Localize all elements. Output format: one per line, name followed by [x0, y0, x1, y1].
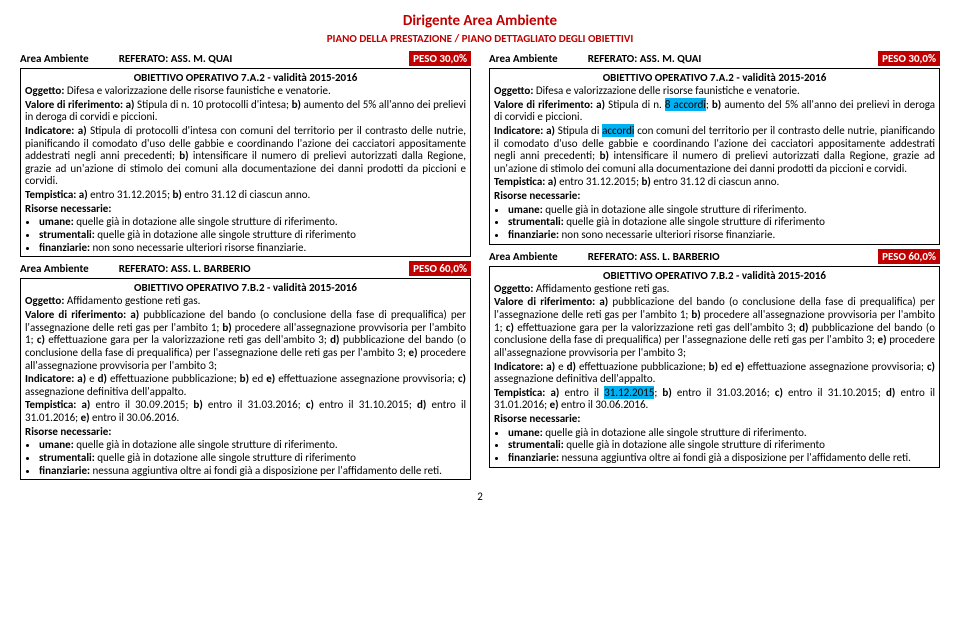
peso-badge: PESO 60,0% — [878, 249, 940, 264]
risorse-list: umane: quelle già in dotazione alle sing… — [494, 427, 935, 465]
indicatore: Indicatore: a) Stipula di accordi con co… — [494, 125, 935, 176]
obj-title: OBIETTIVO OPERATIVO 7.A.2 - validità 201… — [25, 71, 466, 84]
left-column: Area Ambiente REFERATO: ASS. M. QUAI PES… — [20, 51, 471, 484]
peso-badge: PESO 60,0% — [409, 261, 471, 276]
left-block2-header: Area Ambiente REFERATO: ASS. L. BARBERIO… — [20, 261, 471, 276]
area-label: Area Ambiente — [20, 52, 89, 65]
obj-title: OBIETTIVO OPERATIVO 7.A.2 - validità 201… — [494, 71, 935, 84]
indicatore: Indicatore: a) e d) effettuazione pubbli… — [25, 373, 466, 398]
risorse-list: umane: quelle già in dotazione alle sing… — [494, 204, 935, 242]
peso-badge: PESO 30,0% — [878, 51, 940, 66]
sub-title: PIANO DELLA PRESTAZIONE / PIANO DETTAGLI… — [20, 32, 940, 45]
highlight: 31.12.2015 — [604, 386, 654, 399]
indicatore: Indicatore: a) e d) effettuazione pubbli… — [494, 361, 935, 386]
tempistica: Tempistica: a) entro il 30.09.2015; b) e… — [25, 399, 466, 424]
risorse-finanziarie: finanziarie: non sono necessarie ulterio… — [508, 229, 935, 242]
right-block2-box: OBIETTIVO OPERATIVO 7.B.2 - validità 201… — [489, 266, 940, 468]
referato-label: REFERATO: ASS. L. BARBERIO — [119, 262, 409, 275]
referato-label: REFERATO: ASS. M. QUAI — [588, 52, 878, 65]
oggetto: Oggetto: Difesa e valorizzazione delle r… — [494, 85, 935, 98]
highlight: 8 accordi — [665, 98, 706, 111]
risorse-finanziarie: finanziarie: nessuna aggiuntiva oltre ai… — [39, 465, 466, 478]
peso-badge: PESO 30,0% — [409, 51, 471, 66]
obj-title: OBIETTIVO OPERATIVO 7.B.2 - validità 201… — [25, 281, 466, 294]
right-column: Area Ambiente REFERATO: ASS. M. QUAI PES… — [489, 51, 940, 484]
main-title: Dirigente Area Ambiente — [20, 12, 940, 30]
area-label: Area Ambiente — [20, 262, 89, 275]
page-number: 2 — [20, 490, 940, 503]
oggetto: Oggetto: Affidamento gestione reti gas. — [25, 295, 466, 308]
left-block2-box: OBIETTIVO OPERATIVO 7.B.2 - validità 201… — [20, 278, 471, 480]
valore: Valore di riferimento: a) Stipula di n. … — [494, 99, 935, 124]
risorse-label: Risorse necessarie: — [494, 413, 935, 426]
risorse-finanziarie: finanziarie: nessuna aggiuntiva oltre ai… — [508, 452, 935, 465]
highlight: accordi — [602, 124, 634, 137]
risorse-finanziarie: finanziarie: non sono necessarie ulterio… — [39, 242, 466, 255]
indicatore: Indicatore: a) Stipula di protocolli d'i… — [25, 125, 466, 188]
columns-wrapper: Area Ambiente REFERATO: ASS. M. QUAI PES… — [20, 51, 940, 484]
right-block1-box: OBIETTIVO OPERATIVO 7.A.2 - validità 201… — [489, 68, 940, 245]
risorse-label: Risorse necessarie: — [494, 190, 935, 203]
area-label: Area Ambiente — [489, 52, 558, 65]
referato-label: REFERATO: ASS. M. QUAI — [119, 52, 409, 65]
risorse-label: Risorse necessarie: — [25, 203, 466, 216]
tempistica: Tempistica: a) entro 31.12.2015; b) entr… — [494, 176, 935, 189]
oggetto: Oggetto: Difesa e valorizzazione delle r… — [25, 85, 466, 98]
risorse-list: umane: quelle già in dotazione alle sing… — [25, 439, 466, 477]
tempistica: Tempistica: a) entro 31.12.2015; b) entr… — [25, 189, 466, 202]
risorse-list: umane: quelle già in dotazione alle sing… — [25, 216, 466, 254]
risorse-label: Risorse necessarie: — [25, 426, 466, 439]
area-label: Area Ambiente — [489, 250, 558, 263]
tempistica: Tempistica: a) entro il 31.12.2015; b) e… — [494, 387, 935, 412]
referato-label: REFERATO: ASS. L. BARBERIO — [588, 250, 878, 263]
left-block1-box: OBIETTIVO OPERATIVO 7.A.2 - validità 201… — [20, 68, 471, 257]
valore: Valore di riferimento: a) Stipula di n. … — [25, 99, 466, 124]
right-block2-header: Area Ambiente REFERATO: ASS. L. BARBERIO… — [489, 249, 940, 264]
right-block1-header: Area Ambiente REFERATO: ASS. M. QUAI PES… — [489, 51, 940, 66]
valore: Valore di riferimento: a) pubblicazione … — [25, 309, 466, 372]
left-block1-header: Area Ambiente REFERATO: ASS. M. QUAI PES… — [20, 51, 471, 66]
valore: Valore di riferimento: a) pubblicazione … — [494, 296, 935, 359]
obj-title: OBIETTIVO OPERATIVO 7.B.2 - validità 201… — [494, 269, 935, 282]
oggetto: Oggetto: Affidamento gestione reti gas. — [494, 283, 935, 296]
